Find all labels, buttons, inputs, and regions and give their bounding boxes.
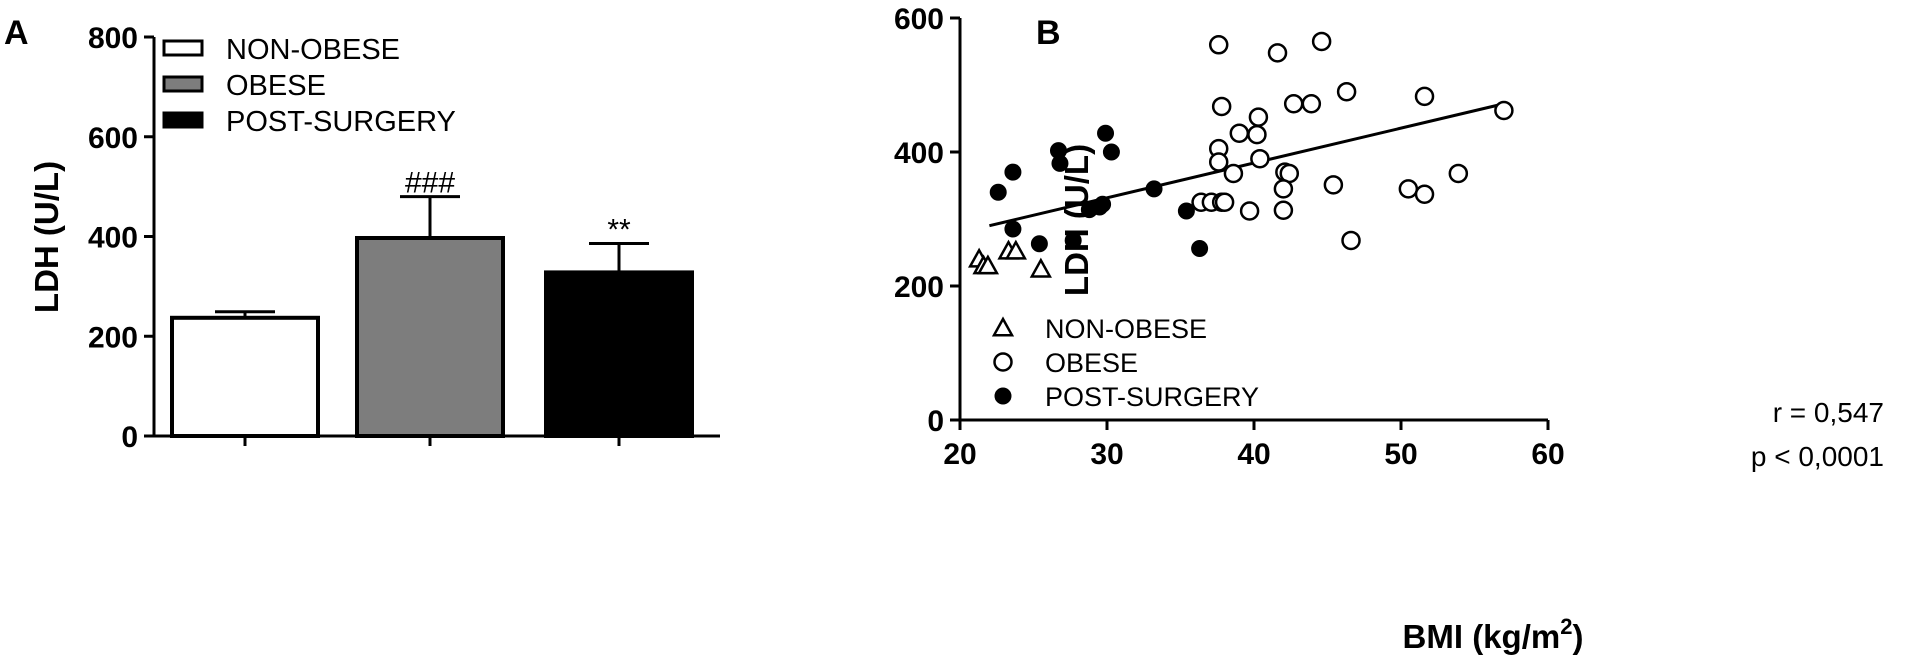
point-obese xyxy=(1267,43,1288,63)
point-obese xyxy=(1494,100,1514,121)
point-obese xyxy=(1414,86,1435,107)
point-post-surgery xyxy=(1097,124,1115,142)
panel-a-y-tick-label: 400 xyxy=(88,222,138,255)
point-obese xyxy=(1247,124,1267,145)
point-obese xyxy=(1229,123,1250,143)
legend-label: OBESE xyxy=(226,70,326,102)
point-post-surgery xyxy=(1102,143,1120,161)
point-obese xyxy=(1250,148,1270,169)
panel-b-regression xyxy=(989,102,1505,228)
point-post-surgery xyxy=(989,183,1007,201)
legend-marker xyxy=(993,352,1013,372)
bar xyxy=(355,235,505,438)
point-post-surgery xyxy=(1064,231,1082,249)
panel-b-x-tick-label: 40 xyxy=(1237,438,1270,471)
panel-b-y-tick-label: 600 xyxy=(894,3,944,36)
legend-label: OBESE xyxy=(1045,348,1138,378)
panel-a-y-tick-label: 200 xyxy=(88,321,138,354)
point-obese xyxy=(1414,184,1435,204)
stat-p: p < 0,0001 xyxy=(1751,441,1884,472)
significance-label: ** xyxy=(607,213,631,246)
legend-marker xyxy=(991,316,1015,337)
point-post-surgery xyxy=(1094,195,1112,213)
legend-swatch xyxy=(162,75,204,93)
panel-a-bars: ### ** xyxy=(170,167,694,439)
point-obese xyxy=(1208,152,1229,172)
point-obese xyxy=(1273,179,1294,199)
point-obese xyxy=(1248,107,1269,127)
point-non-obese xyxy=(1029,257,1052,278)
point-obese xyxy=(1448,163,1469,184)
legend-label: POST-SURGERY xyxy=(1045,382,1259,412)
point-post-surgery xyxy=(1191,239,1209,257)
stat-r: r = 0,547 xyxy=(1773,397,1884,428)
point-obese xyxy=(1341,230,1361,251)
point-obese xyxy=(1311,31,1332,52)
panel-a-y-tick-label: 600 xyxy=(88,122,138,155)
point-non-obese xyxy=(1004,239,1027,260)
point-obese xyxy=(1323,175,1344,195)
legend-label: NON-OBESE xyxy=(1045,314,1207,344)
panel-a-y-tick-label: 0 xyxy=(121,421,138,454)
legend-label: POST-SURGERY xyxy=(226,106,456,138)
point-obese xyxy=(1208,35,1229,55)
point-obese xyxy=(1301,94,1322,114)
panel-b-y-tick-label: 400 xyxy=(894,137,944,170)
point-non-obese xyxy=(976,254,1000,275)
panel-b-y-tick-label: 200 xyxy=(894,271,944,304)
panel-a-y-axis-label: LDH (U/L) xyxy=(28,161,65,313)
point-post-surgery xyxy=(1004,163,1022,181)
panel-b-y-tick-label: 0 xyxy=(927,405,944,438)
legend-marker xyxy=(994,387,1012,405)
panel-b-x-tick-label: 60 xyxy=(1531,438,1564,471)
panel-b-points xyxy=(967,31,1514,278)
panel-a-y-tick-label: 800 xyxy=(88,22,138,55)
point-obese xyxy=(1398,179,1419,199)
point-post-surgery xyxy=(1051,154,1069,172)
point-obese xyxy=(1211,96,1232,117)
significance-label: ### xyxy=(405,167,455,200)
panel-b-x-tick-label: 50 xyxy=(1384,438,1417,471)
point-obese xyxy=(1283,94,1304,114)
point-obese xyxy=(1214,192,1235,212)
bar xyxy=(544,270,694,438)
panel-b-x-axis-label: BMI (kg/m2) xyxy=(1403,614,1584,655)
panel-label-a: A xyxy=(4,14,29,52)
panel-a: A LDH (U/L) 0 200 400 600 800 ### ** NON-OBES… xyxy=(4,14,720,454)
bar xyxy=(170,315,320,439)
panel-b-x-tick-label: 30 xyxy=(1090,438,1123,471)
panel-b-x-tick-label: 20 xyxy=(943,438,976,471)
legend-label: NON-OBESE xyxy=(226,34,400,66)
point-obese xyxy=(1336,81,1357,102)
panel-b-legend: NON-OBESE OBESE POST-SURGERY xyxy=(991,314,1259,412)
legend-swatch xyxy=(162,39,204,57)
panel-label-b: B xyxy=(1036,14,1061,52)
point-post-surgery xyxy=(1004,220,1022,238)
panel-b-axes: 0 200 400 600 20 30 40 50 60 xyxy=(894,3,1565,471)
point-post-surgery xyxy=(1177,202,1195,220)
point-obese xyxy=(1239,201,1260,221)
point-obese xyxy=(1223,163,1244,184)
point-post-surgery xyxy=(1145,180,1163,198)
point-post-surgery xyxy=(1030,235,1048,253)
legend-swatch xyxy=(162,111,204,129)
point-obese xyxy=(1273,200,1294,221)
panel-a-legend: NON-OBESE OBESE POST-SURGERY xyxy=(162,34,456,138)
regression-line xyxy=(989,102,1505,228)
